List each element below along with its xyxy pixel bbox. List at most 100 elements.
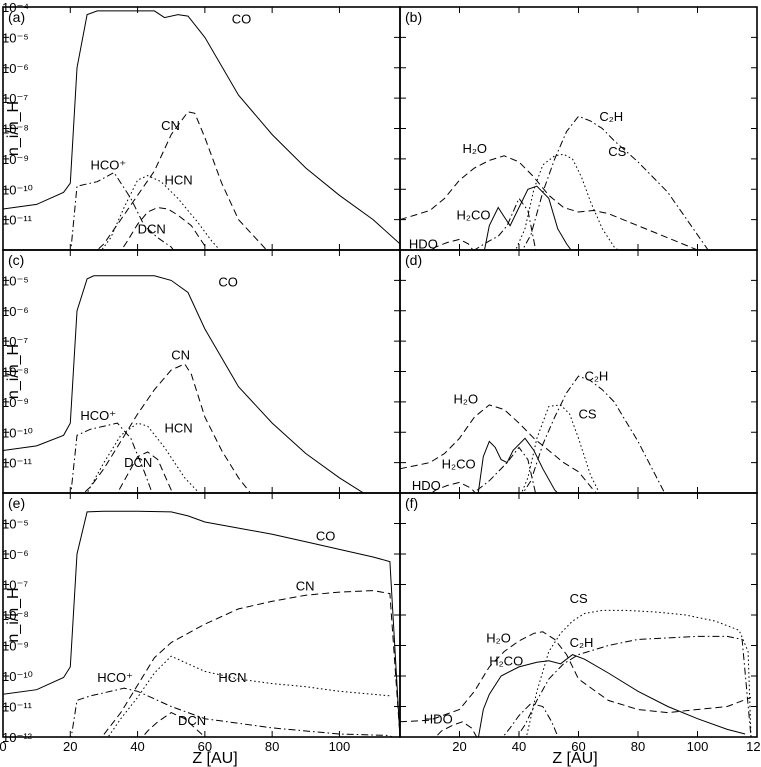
series-line-HCO⁺ (70, 422, 153, 493)
panel-frame (399, 6, 758, 251)
y-tick-label: 10⁻⁵ (2, 273, 29, 288)
series-line-H₂O (400, 631, 752, 723)
series-line-CS (525, 609, 752, 737)
series-label: DCN (178, 713, 206, 728)
series-label: CO (218, 274, 238, 289)
y-tick-label: 10⁻⁶ (2, 547, 29, 562)
series-line-CN (83, 363, 252, 493)
series-label: CS (579, 407, 597, 422)
series-line-C₂H (521, 115, 709, 250)
series-label: HDO (409, 236, 438, 251)
series-line-CS (515, 153, 619, 250)
y-tick-label: 10⁻¹¹ (2, 456, 33, 471)
panel-label: (b) (405, 9, 422, 25)
x-tick-label: 40 (512, 739, 526, 754)
series-label: HCO⁺ (97, 670, 133, 685)
series-line-HCN (107, 655, 390, 737)
series-label: H₂O (462, 141, 487, 156)
x-axis-title-right: Z [AU] (552, 750, 597, 767)
series-line-unlabeled (477, 654, 746, 737)
y-tick-label: 10⁻¹¹ (2, 700, 33, 715)
series-label: C₂H (584, 369, 608, 384)
series-line-unlabeled (483, 185, 572, 250)
series-line-HCO⁺ (70, 687, 393, 737)
panel-b: (b) H₂O C₂H CS H₂CO HDO (399, 6, 758, 251)
y-tick-label: 10⁻⁸ (2, 365, 29, 380)
series-label: CO (316, 528, 336, 543)
y-tick-label: 10⁻⁴ (2, 0, 29, 15)
y-tick-label: 10⁻¹⁰ (2, 669, 33, 684)
series-line-C₂H (522, 375, 666, 493)
x-tick-label: 80 (631, 739, 645, 754)
y-axis-title: n_i/n_H (5, 587, 22, 642)
series-line-CO (3, 275, 365, 493)
series-line-HDO (435, 721, 478, 737)
series-line-C₂H (516, 635, 752, 737)
y-tick-label: 10⁻¹⁰ (2, 425, 33, 440)
series-label: H₂O (486, 630, 511, 645)
series-line-CO (3, 10, 400, 245)
series-line-HCN (101, 175, 221, 250)
x-tick-label: 40 (130, 739, 144, 754)
y-tick-label: 10⁻⁸ (2, 122, 29, 137)
series-line-DCN (120, 206, 209, 250)
series-label: HCN (218, 670, 246, 685)
panel-frame (2, 492, 401, 738)
series-line-DCN (116, 451, 175, 493)
series-line-HDO (430, 481, 476, 493)
series-line-H₂O (400, 155, 699, 250)
series-label: CS (570, 591, 588, 606)
series-label: H₂CO (457, 208, 491, 223)
series-line-CO (3, 510, 400, 737)
series-line-HCN (86, 422, 200, 493)
series-label: CN (171, 347, 190, 362)
x-tick-label: 100 (329, 739, 351, 754)
y-tick-label: 10⁻⁵ (2, 30, 29, 45)
series-label: HCN (164, 173, 192, 188)
y-tick-label: 10⁻⁶ (2, 61, 29, 76)
panel-frame (2, 249, 401, 494)
y-tick-label: 10⁻⁶ (2, 304, 29, 319)
y-tick-label: 10⁻⁷ (2, 334, 28, 349)
y-tick-label: 10⁻¹² (2, 730, 33, 745)
series-line-CN (96, 111, 268, 250)
y-tick-label: 10⁻⁸ (2, 608, 29, 623)
x-tick-label: 20 (452, 739, 466, 754)
series-line-CN (101, 590, 400, 737)
y-axis-title: n_i/n_H (5, 101, 22, 156)
series-label: CS (608, 144, 626, 159)
panel-f: (f) 20 40 60 80 100 120 CS C₂H H₂O H₂CO HDO (399, 492, 761, 754)
x-tick-label: 80 (265, 739, 279, 754)
series-line-HCO⁺ (70, 171, 175, 250)
x-tick-label: 100 (687, 739, 709, 754)
panel-label: (f) (405, 495, 418, 511)
y-tick-label: 10⁻⁷ (2, 578, 28, 593)
panel-e: (e) 10⁻¹² 10⁻¹¹ 10⁻¹⁰ 10⁻⁹ 10⁻⁸ 10⁻⁷ 10⁻⁶ 10⁻⁵ 0 2… (0, 492, 401, 754)
panel-label: (c) (8, 252, 24, 268)
x-tick-label: 0 (0, 739, 7, 754)
y-tick-label: 10⁻⁷ (2, 91, 28, 106)
series-label: HCN (164, 420, 192, 435)
series-label: CN (296, 579, 315, 594)
series-label: HCO⁺ (80, 408, 116, 423)
series-line-HDO (430, 238, 474, 250)
y-axis-title: n_i/n_H (5, 344, 22, 399)
series-label: H₂CO (489, 653, 523, 668)
series-label: C₂H (570, 635, 594, 650)
y-tick-label: 10⁻¹¹ (2, 213, 33, 228)
series-label: CN (161, 118, 180, 133)
panel-label: (a) (8, 9, 25, 25)
y-tick-label: 10⁻⁹ (2, 152, 29, 167)
panel-frame (399, 492, 758, 738)
x-tick-label: 60 (198, 739, 212, 754)
series-label: CO (232, 12, 252, 27)
series-label: HCO⁺ (90, 158, 126, 173)
panel-c: (c) 10⁻¹¹ 10⁻¹⁰ 10⁻⁹ 10⁻⁸ 10⁻⁷ 10⁻⁶ 10⁻⁵ CO CN HCO… (2, 249, 401, 494)
series-label: H₂O (454, 391, 479, 406)
panel-label: (e) (8, 495, 25, 511)
series-line-unlabeled (477, 437, 559, 493)
series-line-CS (521, 404, 600, 493)
series-label: C₂H (599, 109, 623, 124)
x-tick-label: 20 (63, 739, 77, 754)
